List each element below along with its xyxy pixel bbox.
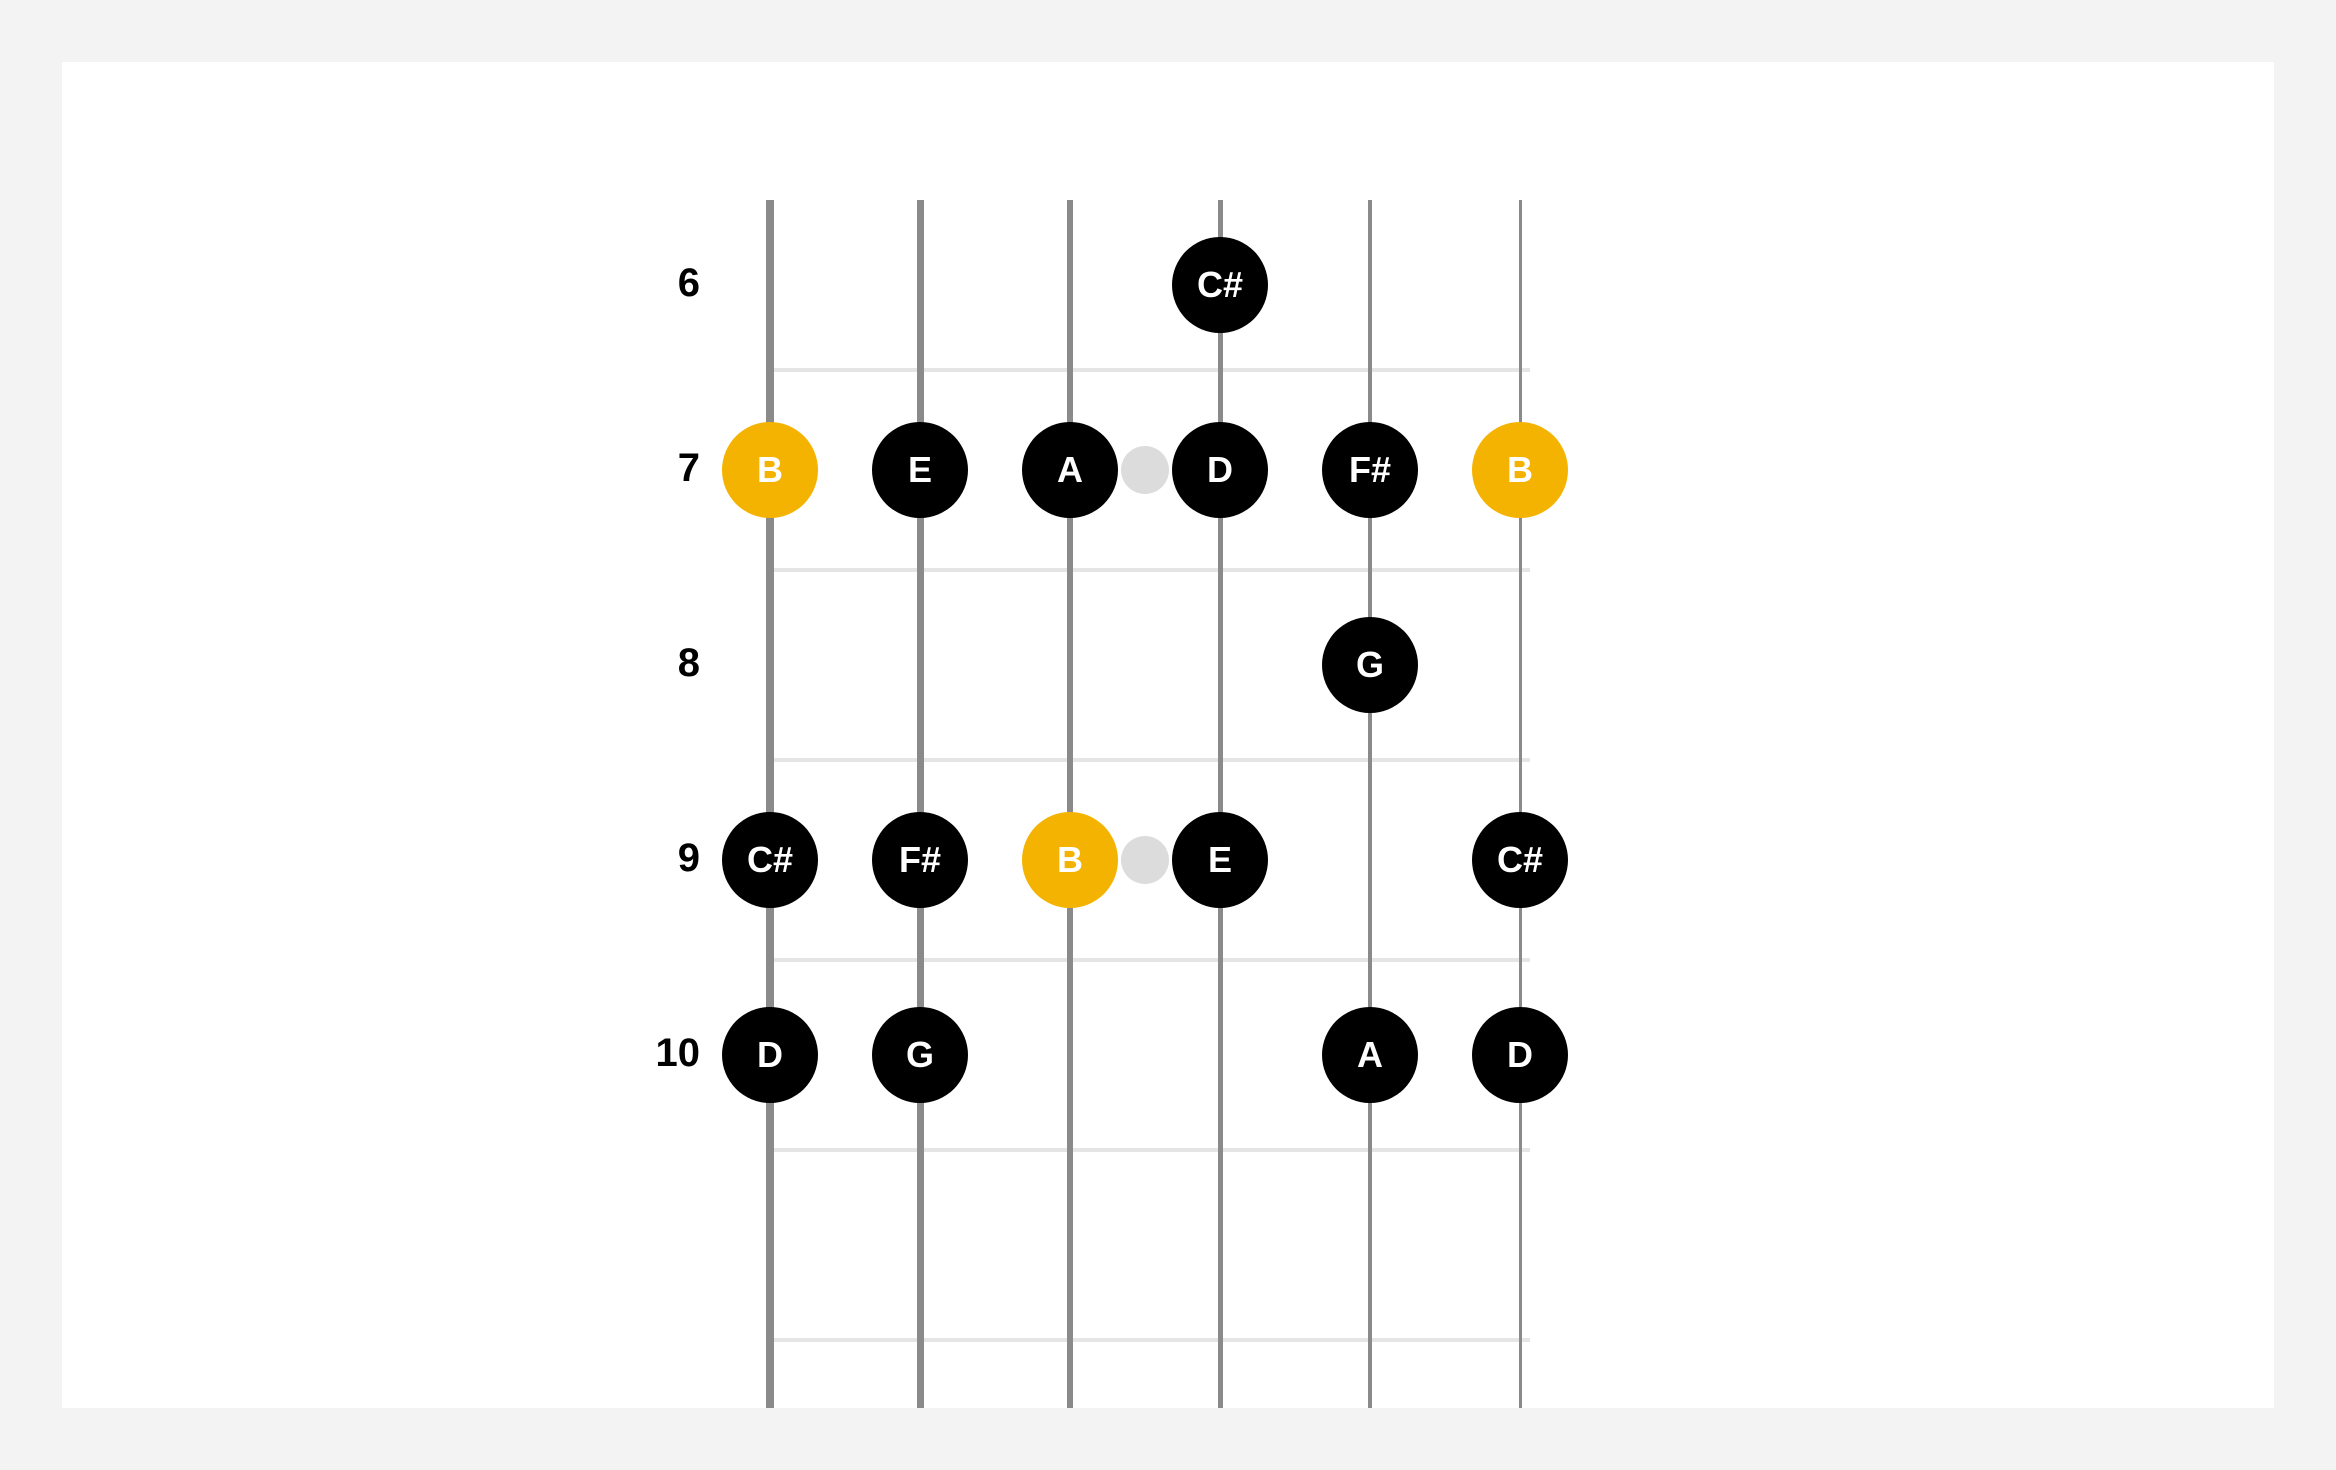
- guitar-string: [1519, 200, 1522, 1408]
- note-marker: B: [1022, 812, 1118, 908]
- fretboard-inlay: [1121, 446, 1169, 494]
- fret-line: [770, 1338, 1530, 1342]
- fret-line: [770, 368, 1530, 372]
- guitar-string: [1218, 200, 1223, 1408]
- guitar-string: [1067, 200, 1073, 1408]
- note-marker: G: [1322, 617, 1418, 713]
- guitar-string: [1368, 200, 1372, 1408]
- guitar-string: [917, 200, 924, 1408]
- note-marker: D: [1472, 1007, 1568, 1103]
- note-marker: F#: [872, 812, 968, 908]
- fret-number-label: 9: [620, 836, 700, 881]
- note-marker: D: [1172, 422, 1268, 518]
- fret-line: [770, 568, 1530, 572]
- fret-line: [770, 1148, 1530, 1152]
- note-marker: B: [722, 422, 818, 518]
- fret-line: [770, 758, 1530, 762]
- note-marker: E: [872, 422, 968, 518]
- note-marker: D: [722, 1007, 818, 1103]
- note-marker: E: [1172, 812, 1268, 908]
- guitar-string: [766, 200, 774, 1408]
- note-marker: C#: [1172, 237, 1268, 333]
- fret-line: [770, 958, 1530, 962]
- note-marker: B: [1472, 422, 1568, 518]
- note-marker: C#: [722, 812, 818, 908]
- page: 678910C#BEADF#BGC#F#BEC#DGAD: [0, 0, 2336, 1470]
- note-marker: A: [1322, 1007, 1418, 1103]
- card: 678910C#BEADF#BGC#F#BEC#DGAD: [62, 62, 2274, 1408]
- fret-number-label: 7: [620, 446, 700, 491]
- note-marker: C#: [1472, 812, 1568, 908]
- fret-number-label: 6: [620, 261, 700, 306]
- fretboard-inlay: [1121, 836, 1169, 884]
- note-marker: G: [872, 1007, 968, 1103]
- fretboard-diagram: 678910C#BEADF#BGC#F#BEC#DGAD: [770, 200, 1530, 1408]
- fret-number-label: 10: [620, 1031, 700, 1076]
- note-marker: A: [1022, 422, 1118, 518]
- fret-number-label: 8: [620, 641, 700, 686]
- note-marker: F#: [1322, 422, 1418, 518]
